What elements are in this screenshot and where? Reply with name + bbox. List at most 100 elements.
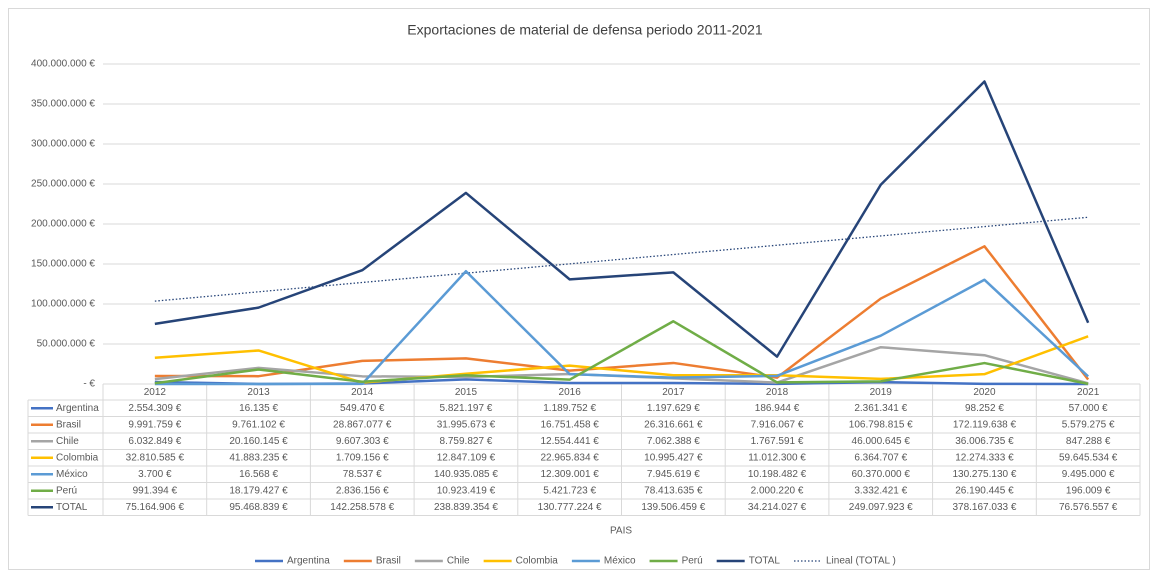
x-tick-label: 2019 — [870, 387, 893, 398]
table-cell: 36.006.735 € — [955, 436, 1014, 447]
table-cell: 16.568 € — [239, 469, 278, 480]
table-cell: 6.364.707 € — [854, 452, 907, 463]
table-cell: 26.316.661 € — [644, 419, 703, 430]
table-cell: 378.167.033 € — [952, 502, 1016, 513]
y-tick-label: 50.000.000 € — [37, 339, 96, 350]
x-tick-label: 2017 — [662, 387, 685, 398]
legend-label: Colombia — [516, 556, 559, 567]
table-cell: 9.761.102 € — [232, 419, 285, 430]
table-cell: 10.995.427 € — [644, 452, 703, 463]
table-cell: 28.867.077 € — [333, 419, 392, 430]
x-tick-label: 2012 — [144, 387, 167, 398]
table-cell: 172.119.638 € — [953, 419, 1017, 430]
table-cell: 9.991.759 € — [128, 419, 181, 430]
table-cell: 130.777.224 € — [538, 502, 602, 513]
table-cell: 26.190.445 € — [955, 485, 1014, 496]
legend-label: Chile — [447, 556, 470, 567]
x-tick-label: 2018 — [766, 387, 789, 398]
x-tick-label: 2020 — [973, 387, 996, 398]
table-cell: 2.000.220 € — [751, 485, 804, 496]
table-cell: 196.009 € — [1066, 485, 1111, 496]
y-tick-label: 150.000.000 € — [31, 259, 95, 270]
table-cell: 12.554.441 € — [540, 436, 599, 447]
table-cell: 12.274.333 € — [955, 452, 1014, 463]
table-cell: 5.821.197 € — [440, 403, 493, 414]
table-cell: 11.012.300 € — [748, 452, 806, 463]
table-cell: 7.062.388 € — [647, 436, 700, 447]
trendline — [154, 216, 1089, 302]
table-row-label: Perú — [56, 485, 77, 496]
table-row-label: Colombia — [56, 452, 99, 463]
table-cell: 22.965.834 € — [540, 452, 599, 463]
table-cell: 1.197.629 € — [647, 403, 700, 414]
table-cell: 12.309.001 € — [540, 469, 599, 480]
table-cell: 59.645.534 € — [1059, 452, 1118, 463]
table-cell: 5.579.275 € — [1062, 419, 1115, 430]
table-cell: 1.709.156 € — [336, 452, 389, 463]
table-cell: 16.751.458 € — [540, 419, 599, 430]
series-line — [154, 80, 1090, 358]
table-cell: 186.944 € — [755, 403, 800, 414]
table-cell: 75.164.906 € — [126, 502, 185, 513]
table-cell: 142.258.578 € — [330, 502, 394, 513]
table-cell: 32.810.585 € — [126, 452, 185, 463]
table-cell: 9.607.303 € — [336, 436, 389, 447]
chart-title: Exportaciones de material de defensa per… — [407, 22, 763, 38]
table-row-label: México — [56, 469, 88, 480]
table-cell: 1.189.752 € — [543, 403, 596, 414]
table-cell: 139.506.459 € — [641, 502, 705, 513]
x-tick-label: 2016 — [559, 387, 582, 398]
table-cell: 2.836.156 € — [336, 485, 389, 496]
y-tick-label: 250.000.000 € — [31, 179, 95, 190]
table-cell: 95.468.839 € — [229, 502, 288, 513]
table-cell: 106.798.815 € — [849, 419, 913, 430]
table-cell: 3.332.421 € — [854, 485, 907, 496]
table-cell: 7.945.619 € — [647, 469, 700, 480]
table-cell: 991.394 € — [133, 485, 178, 496]
series-line — [154, 320, 1089, 386]
x-tick-label: 2015 — [455, 387, 478, 398]
table-cell: 6.032.849 € — [128, 436, 181, 447]
y-tick-label: 350.000.000 € — [31, 99, 95, 110]
table-cell: 549.470 € — [340, 403, 385, 414]
table-cell: 12.847.109 € — [437, 452, 496, 463]
table-cell: 8.759.827 € — [440, 436, 493, 447]
table-row-label: Brasil — [56, 419, 81, 430]
series-line — [154, 270, 1090, 386]
legend-label: Argentina — [287, 556, 330, 567]
table-cell: 2.554.309 € — [128, 403, 181, 414]
x-axis-label: PAIS — [610, 526, 632, 537]
table-cell: 130.275.130 € — [952, 469, 1016, 480]
table-cell: 78.413.635 € — [644, 485, 703, 496]
table-row-label: Chile — [56, 436, 79, 447]
table-cell: 2.361.341 € — [854, 403, 907, 414]
table-cell: 18.179.427 € — [229, 485, 288, 496]
table-cell: 31.995.673 € — [437, 419, 496, 430]
table-cell: 57.000 € — [1069, 403, 1108, 414]
x-tick-label: 2013 — [247, 387, 270, 398]
y-tick-label: 200.000.000 € — [31, 219, 95, 230]
table-cell: 3.700 € — [138, 469, 172, 480]
series-line — [154, 335, 1089, 384]
table-row-label: Argentina — [56, 403, 99, 414]
x-tick-label: 2021 — [1077, 387, 1100, 398]
table-cell: 9.495.000 € — [1062, 469, 1115, 480]
y-tick-label: 400.000.000 € — [31, 59, 95, 70]
y-tick-label: - € — [83, 379, 95, 390]
table-cell: 34.214.027 € — [748, 502, 807, 513]
legend-label: Brasil — [376, 556, 401, 567]
table-cell: 46.000.645 € — [852, 436, 911, 447]
table-cell: 10.198.482 € — [748, 469, 807, 480]
table-cell: 140.935.085 € — [434, 469, 498, 480]
table-cell: 41.883.235 € — [229, 452, 288, 463]
table-cell: 1.767.591 € — [751, 436, 804, 447]
table-cell: 10.923.419 € — [437, 485, 496, 496]
table-cell: 249.097.923 € — [849, 502, 913, 513]
y-tick-label: 100.000.000 € — [31, 299, 95, 310]
y-tick-label: 300.000.000 € — [31, 139, 95, 150]
legend-label: Perú — [682, 556, 703, 567]
x-tick-label: 2014 — [351, 387, 374, 398]
legend-label: México — [604, 556, 636, 567]
